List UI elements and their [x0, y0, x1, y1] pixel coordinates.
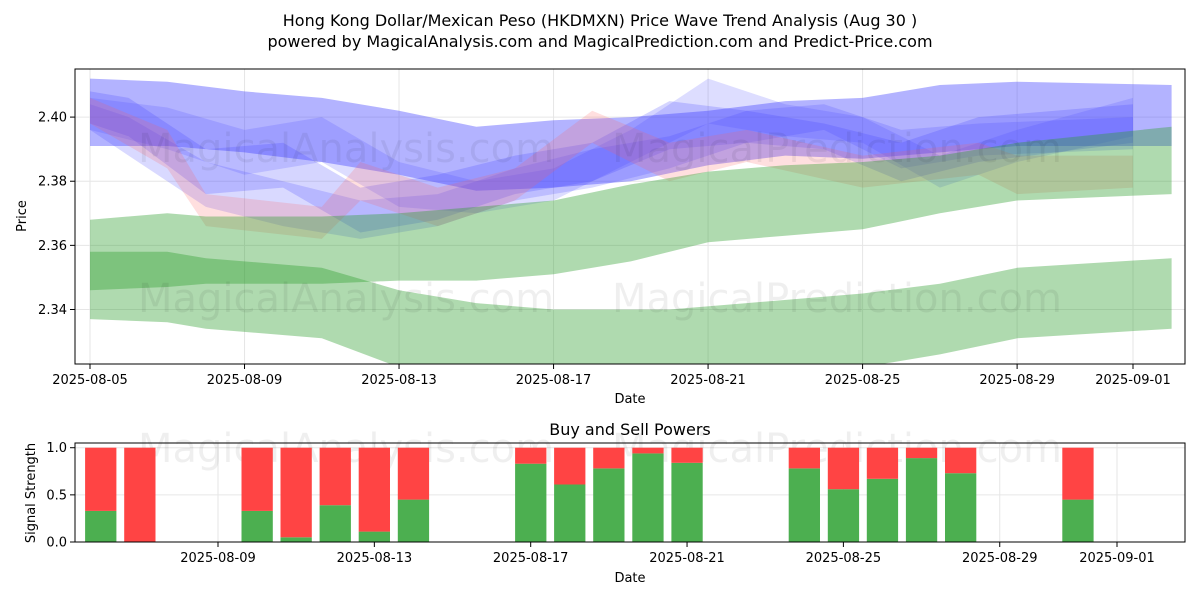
sell-bar	[554, 447, 586, 485]
power-chart-title: Buy and Sell Powers	[549, 420, 711, 439]
buy-bar	[85, 510, 117, 542]
watermark-top-right: MagicalPrediction.com	[612, 126, 1062, 172]
sell-bar	[85, 447, 117, 511]
price-xtick-label: 2025-08-17	[516, 373, 592, 388]
power-xtick-label: 2025-08-13	[337, 551, 413, 566]
power-xtick-label: 2025-08-29	[962, 551, 1038, 566]
power-bars	[85, 447, 1094, 542]
price-wave-chart: MagicalAnalysis.com MagicalPrediction.co…	[15, 68, 1186, 407]
power-xtick-label: 2025-08-21	[649, 551, 725, 566]
buy-bar	[241, 510, 273, 542]
sell-bar	[945, 447, 977, 474]
chart-title-line1: Hong Kong Dollar/Mexican Peso (HKDMXN) P…	[283, 11, 918, 30]
sell-bar	[866, 447, 899, 479]
price-plot-frame	[74, 68, 1186, 365]
watermark-mid-left: MagicalAnalysis.com	[138, 276, 554, 322]
sell-bar	[1062, 447, 1094, 500]
sell-bar	[241, 447, 273, 511]
sell-bar	[827, 447, 860, 490]
power-y-axis: 0.0 0.5 1.0	[46, 441, 75, 551]
price-x-axis: 2025-08-05 2025-08-09 2025-08-13 2025-08-17…	[52, 364, 1171, 388]
sell-bar	[319, 447, 351, 506]
power-ytick-label: 1.0	[46, 441, 67, 456]
power-xtick-label: 2025-08-17	[493, 551, 569, 566]
watermark-top-left: MagicalAnalysis.com	[138, 126, 554, 172]
price-y-label: Price	[15, 200, 30, 232]
sell-bar	[788, 447, 820, 469]
price-ytick-label: 2.38	[38, 175, 67, 190]
buy-bar	[905, 458, 938, 542]
blue-wave-envelope	[90, 78, 1172, 191]
sell-bar	[905, 447, 938, 459]
sell-bar	[593, 447, 625, 469]
sell-bar	[397, 447, 430, 500]
buy-bar	[554, 484, 586, 542]
power-ytick-label: 0.0	[46, 536, 67, 551]
sell-bar	[358, 447, 390, 532]
price-ytick-label: 2.40	[38, 111, 67, 126]
price-xtick-label: 2025-09-01	[1095, 373, 1171, 388]
red-wave	[90, 97, 1133, 239]
sell-bar	[124, 447, 156, 542]
price-x-label: Date	[614, 392, 645, 407]
power-x-label: Date	[614, 571, 645, 586]
price-bands	[90, 78, 1172, 364]
power-xtick-label: 2025-08-09	[180, 551, 256, 566]
price-xtick-label: 2025-08-05	[52, 373, 128, 388]
blue-wave-a	[90, 91, 1133, 233]
blue-wave-c	[90, 104, 1133, 239]
power-xtick-label: 2025-08-25	[806, 551, 882, 566]
price-grid	[75, 69, 1185, 364]
price-ytick-label: 2.36	[38, 239, 67, 254]
chart-title-line2: powered by MagicalAnalysis.com and Magic…	[267, 32, 932, 51]
buy-sell-chart: Buy and Sell Powers MagicalAnalysis.com …	[24, 420, 1186, 586]
price-xtick-label: 2025-08-29	[979, 373, 1055, 388]
buy-bar	[788, 468, 820, 542]
watermark-mid-right: MagicalPrediction.com	[612, 276, 1062, 322]
green-lower-band	[90, 251, 1172, 364]
sell-bar	[632, 447, 664, 454]
sell-bar	[515, 447, 547, 464]
blue-wave-b	[90, 78, 1133, 214]
power-y-label: Signal Strength	[24, 443, 39, 543]
buy-bar	[280, 537, 312, 542]
power-ytick-label: 0.5	[46, 488, 67, 503]
price-ytick-label: 2.34	[38, 303, 67, 318]
buy-bar	[632, 453, 664, 542]
buy-bar	[1062, 499, 1094, 542]
buy-bar	[866, 478, 899, 542]
price-xtick-label: 2025-08-21	[670, 373, 746, 388]
buy-bar	[397, 499, 430, 542]
buy-bar	[945, 473, 977, 542]
price-y-axis: 2.34 2.36 2.38 2.40	[38, 111, 75, 318]
sell-bar	[671, 447, 703, 463]
sell-bar	[280, 447, 312, 538]
power-plot-frame	[74, 442, 1186, 543]
buy-bar	[358, 531, 390, 542]
buy-bar	[515, 463, 547, 542]
buy-bar	[827, 489, 860, 542]
price-xtick-label: 2025-08-09	[207, 373, 283, 388]
price-xtick-label: 2025-08-25	[825, 373, 901, 388]
price-xtick-label: 2025-08-13	[361, 373, 437, 388]
power-x-axis: 2025-08-09 2025-08-13 2025-08-17 2025-08-21…	[180, 542, 1155, 566]
buy-bar	[319, 505, 351, 542]
buy-bar	[593, 468, 625, 542]
green-upper-band	[90, 126, 1172, 291]
power-xtick-label: 2025-09-01	[1079, 551, 1155, 566]
buy-bar	[671, 462, 703, 542]
